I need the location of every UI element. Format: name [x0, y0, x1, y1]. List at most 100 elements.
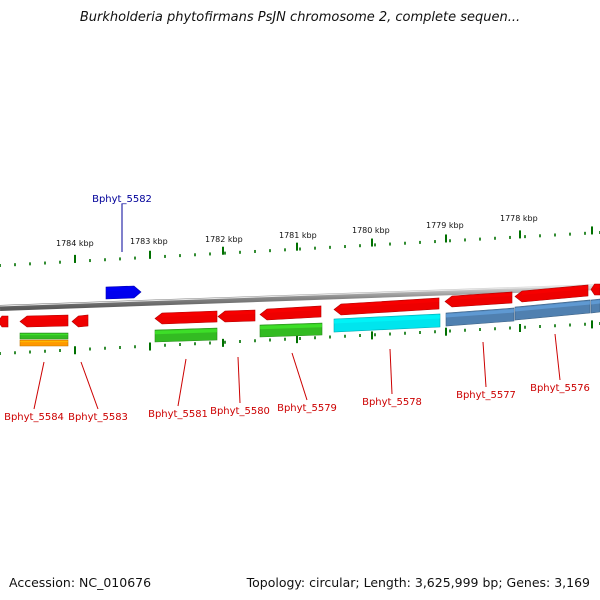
gene-arrow-highlight: [20, 334, 68, 336]
scale-dot-lower: [209, 341, 211, 345]
scale-dot-upper: [509, 235, 511, 239]
scale-dot-upper: [59, 260, 61, 264]
scale-dot-upper: [104, 258, 106, 262]
scale-label: 1778 kbp: [500, 214, 538, 223]
gene-label: Bphyt_5584: [4, 412, 64, 423]
gene-arrow-highlight: [594, 285, 600, 288]
scale-dot-lower: [194, 342, 196, 346]
scale-dot-lower: [29, 350, 31, 354]
scale-major-tick-upper: [519, 230, 521, 239]
scale-major-tick-lower: [74, 346, 76, 355]
scale-dot-lower: [44, 349, 46, 353]
scale-dot-upper: [44, 261, 46, 265]
gene-label: Bphyt_5583: [68, 412, 128, 423]
scale-dot-upper: [584, 231, 586, 235]
gene-arrow-highlight: [155, 329, 217, 335]
scale-dot-lower: [404, 331, 406, 335]
leader-line: [237, 356, 241, 404]
scale-dot-lower: [164, 343, 166, 347]
scale-dot-lower: [479, 328, 481, 331]
leader-line: [482, 341, 487, 388]
scale-dot-upper: [209, 252, 211, 256]
scale-major-tick-lower: [149, 342, 151, 351]
scale-major-tick-lower: [445, 327, 447, 336]
backbone-highlight: [0, 284, 600, 307]
summary-text: Topology: circular; Length: 3,625,999 bp…: [246, 575, 590, 590]
scale-major-tick-upper: [74, 254, 76, 263]
scale-dot-upper: [359, 244, 361, 248]
scale-major-tick-lower: [591, 320, 593, 329]
scale-dot-upper: [284, 248, 286, 252]
gene-arrow-highlight: [341, 299, 439, 308]
scale-dot-lower: [374, 333, 376, 337]
scale-dot-lower: [344, 334, 346, 338]
scale-dot-lower: [359, 334, 361, 337]
scale-dot-lower: [554, 324, 556, 328]
scale-dot-lower: [269, 338, 271, 342]
leader-line: [177, 358, 187, 407]
scale-major-tick-upper: [222, 246, 224, 255]
scale-dot-upper: [494, 236, 496, 240]
scale-major-tick-lower: [296, 335, 298, 344]
scale-dot-lower: [299, 337, 301, 340]
gene-arrow-highlight: [591, 300, 600, 305]
scale-dot-upper: [224, 251, 226, 255]
gene-label: Bphyt_5582: [92, 194, 152, 205]
scale-major-tick-upper: [445, 234, 447, 243]
scale-dot-lower: [89, 347, 91, 351]
leader-line: [33, 361, 45, 410]
gene-arrow-highlight: [267, 307, 321, 313]
scale-major-tick-upper: [296, 242, 298, 251]
scale-dot-lower: [284, 337, 286, 341]
scale-dot-upper: [389, 242, 391, 246]
scale-label: 1783 kbp: [130, 237, 168, 246]
scale-dot-upper: [314, 246, 316, 250]
scale-dot-upper: [134, 256, 136, 260]
scale-major-tick-lower: [222, 338, 224, 347]
scale-dot-lower: [509, 326, 511, 330]
scale-major-tick-upper: [371, 238, 373, 247]
gene-arrow-highlight: [260, 324, 322, 330]
scale-dot-upper: [29, 262, 31, 266]
gene-arrow-highlight: [20, 341, 68, 343]
scale-label: 1779 kbp: [426, 221, 464, 230]
scale-dot-lower: [314, 336, 316, 340]
leader-line: [389, 348, 393, 395]
scale-dot-lower: [119, 346, 121, 349]
scale-dot-lower: [524, 325, 526, 329]
scale-dot-lower: [464, 328, 466, 332]
feature-box-green: [19, 332, 69, 340]
scale-dot-upper: [254, 249, 256, 253]
scale-dot-upper: [119, 257, 121, 261]
gene-label: Bphyt_5576: [530, 383, 590, 394]
scale-dot-lower: [254, 339, 256, 343]
scale-dot-lower: [14, 351, 16, 355]
feature-box-orange: [19, 339, 69, 347]
accession-text: Accession: NC_010676: [9, 575, 152, 590]
gene-arrow-highlight: [106, 287, 134, 292]
scale-dot-lower: [104, 346, 106, 350]
gene-label: Bphyt_5577: [456, 390, 516, 401]
scale-dot-lower: [224, 340, 226, 344]
scale-dot-upper: [0, 264, 1, 267]
scale-label: 1780 kbp: [352, 226, 390, 235]
scale-dot-lower: [539, 325, 541, 328]
scale-dot-lower: [494, 327, 496, 331]
scale-dot-upper: [539, 234, 541, 238]
leader-line: [80, 361, 99, 410]
scale-dot-upper: [434, 240, 436, 244]
scale-dot-lower: [389, 332, 391, 336]
scale-dot-upper: [464, 238, 466, 242]
gene-label: Bphyt_5578: [362, 397, 422, 408]
scale-dot-upper: [449, 239, 451, 243]
scale-label: 1781 kbp: [279, 231, 317, 240]
gene-arrow-highlight: [452, 293, 512, 300]
gene-arrow-highlight: [27, 316, 68, 320]
scale-major-tick-lower: [519, 324, 521, 332]
gene-label: Bphyt_5580: [210, 406, 270, 417]
gene-arrow-highlight: [446, 309, 514, 318]
scale-dot-lower: [59, 349, 61, 352]
scale-dot-lower: [419, 331, 421, 334]
gene-arrow-highlight: [78, 316, 88, 320]
